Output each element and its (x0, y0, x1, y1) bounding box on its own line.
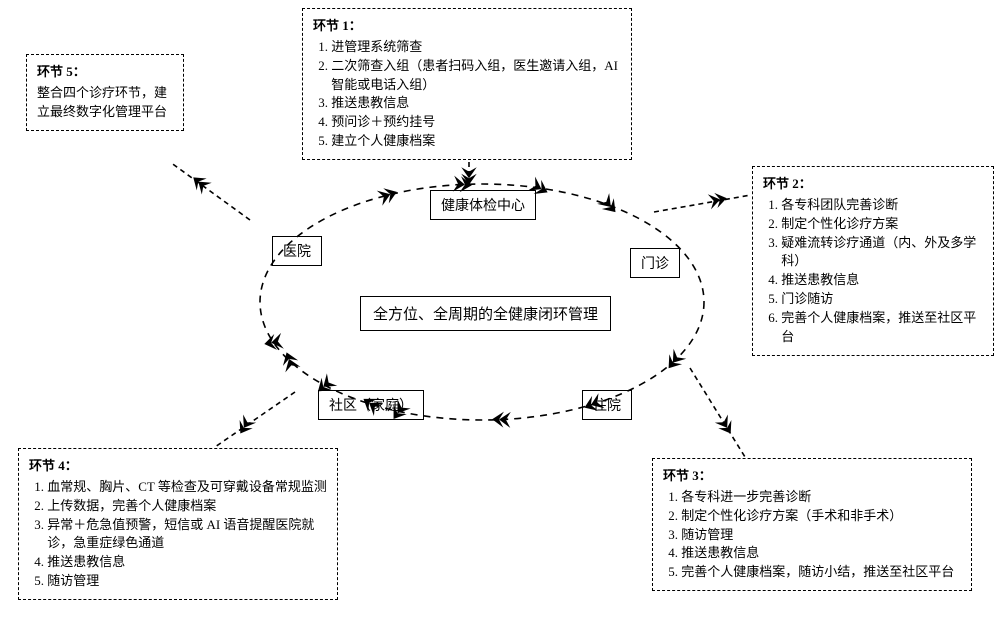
infobox-step5: 环节 5： 整合四个诊疗环节，建立最终数字化管理平台 (26, 54, 184, 131)
infobox-step3: 环节 3： 各专科进一步完善诊断 制定个性化诊疗方案（手术和非手术） 随访管理 … (652, 458, 972, 591)
list-item: 推送患教信息 (681, 544, 961, 563)
infobox-step1: 环节 1： 进管理系统筛查 二次筛查入组（患者扫码入组，医生邀请入组，AI 智能… (302, 8, 632, 160)
center-label: 全方位、全周期的全健康闭环管理 (360, 296, 611, 331)
infobox-title: 环节 4： (29, 457, 327, 476)
list-item: 各专科团队完善诊断 (781, 196, 983, 215)
list-item: 预问诊＋预约挂号 (331, 113, 621, 132)
infobox-title: 环节 1： (313, 17, 621, 36)
node-outpatient: 门诊 (630, 248, 680, 278)
list-item: 推送患教信息 (47, 553, 327, 572)
list-item: 随访管理 (47, 572, 327, 591)
list-item: 各专科进一步完善诊断 (681, 488, 961, 507)
list-item: 门诊随访 (781, 290, 983, 309)
node-inpatient: 住院 (582, 390, 632, 420)
infobox-text: 整合四个诊疗环节，建立最终数字化管理平台 (37, 84, 173, 122)
list-item: 推送患教信息 (781, 271, 983, 290)
list-item: 血常规、胸片、CT 等检查及可穿戴设备常规监测 (47, 478, 327, 497)
infobox-title: 环节 3： (663, 467, 961, 486)
list-item: 随访管理 (681, 526, 961, 545)
infobox-title: 环节 5： (37, 63, 173, 82)
infobox-step2: 环节 2： 各专科团队完善诊断 制定个性化诊疗方案 疑难流转诊疗通道（内、外及多… (752, 166, 994, 356)
list-item: 异常＋危急值预警，短信或 AI 语音提醒医院就诊，急重症绿色通道 (47, 516, 327, 554)
list-item: 制定个性化诊疗方案（手术和非手术） (681, 507, 961, 526)
node-health-center: 健康体检中心 (430, 190, 536, 220)
list-item: 完善个人健康档案，推送至社区平台 (781, 309, 983, 347)
infobox-step4: 环节 4： 血常规、胸片、CT 等检查及可穿戴设备常规监测 上传数据，完善个人健… (18, 448, 338, 600)
node-hospital: 医院 (272, 236, 322, 266)
list-item: 推送患教信息 (331, 94, 621, 113)
list-item: 完善个人健康档案，随访小结，推送至社区平台 (681, 563, 961, 582)
node-community: 社区（家庭） (318, 390, 424, 420)
list-item: 二次筛查入组（患者扫码入组，医生邀请入组，AI 智能或电话入组） (331, 57, 621, 95)
list-item: 建立个人健康档案 (331, 132, 621, 151)
list-item: 疑难流转诊疗通道（内、外及多学科） (781, 234, 983, 272)
infobox-title: 环节 2： (763, 175, 983, 194)
list-item: 进管理系统筛查 (331, 38, 621, 57)
list-item: 上传数据，完善个人健康档案 (47, 497, 327, 516)
list-item: 制定个性化诊疗方案 (781, 215, 983, 234)
